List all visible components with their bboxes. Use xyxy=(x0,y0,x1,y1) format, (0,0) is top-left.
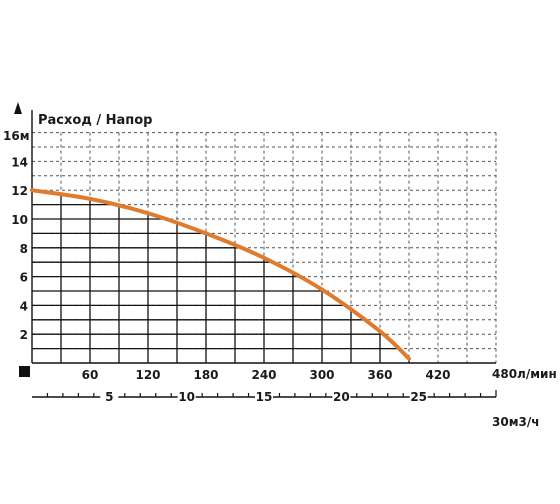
y-axis-unit-label: 16м xyxy=(3,129,30,143)
x2-tick-label: 10 xyxy=(178,390,195,404)
x-tick-label: 360 xyxy=(367,368,392,382)
x2-tick-label: 20 xyxy=(333,390,350,404)
y-axis-arrow-icon xyxy=(14,102,22,114)
y-tick-label: 6 xyxy=(20,271,28,285)
x-axis-last-tick-label: 480л/мин xyxy=(492,367,557,381)
x2-axis-last-tick-label: 30м3/ч xyxy=(492,415,539,429)
x-tick-label: 420 xyxy=(425,368,450,382)
axes xyxy=(31,110,496,364)
x2-label-bg xyxy=(332,388,351,402)
y-tick-labels: 2 4 6 8 10 12 14 xyxy=(11,155,28,342)
y-tick-label: 8 xyxy=(20,242,28,256)
x-tick-label: 180 xyxy=(193,368,218,382)
x2-label-bg xyxy=(255,388,273,402)
y-tick-label: 12 xyxy=(11,184,28,198)
chart-title: Расход / Напор xyxy=(38,113,153,128)
dashed-grid xyxy=(32,132,497,363)
x-tick-label: 240 xyxy=(251,368,276,382)
x2-tick-label: 5 xyxy=(105,390,113,404)
y-tick-label: 14 xyxy=(11,155,28,169)
x2-label-bg xyxy=(177,388,196,402)
x-tick-label: 300 xyxy=(309,368,334,382)
y-tick-label: 4 xyxy=(20,299,28,313)
y-tick-label: 10 xyxy=(11,213,28,227)
x-tick-labels-l-min: 60 120 180 240 300 360 420 xyxy=(82,368,451,382)
x2-tick-label: 15 xyxy=(256,390,273,404)
series-line-head-flow xyxy=(30,188,411,361)
x2-label-bg xyxy=(100,388,119,402)
origin-square-icon xyxy=(19,366,30,377)
x2-tick-label: 25 xyxy=(410,390,427,404)
x2-label-bg xyxy=(409,388,428,402)
x-tick-label: 60 xyxy=(82,368,99,382)
solid-grid xyxy=(32,194,410,363)
y-tick-label: 2 xyxy=(20,328,28,342)
x-tick-label: 120 xyxy=(135,368,160,382)
secondary-axis-m3-h: 5 10 15 20 25 xyxy=(32,388,497,404)
